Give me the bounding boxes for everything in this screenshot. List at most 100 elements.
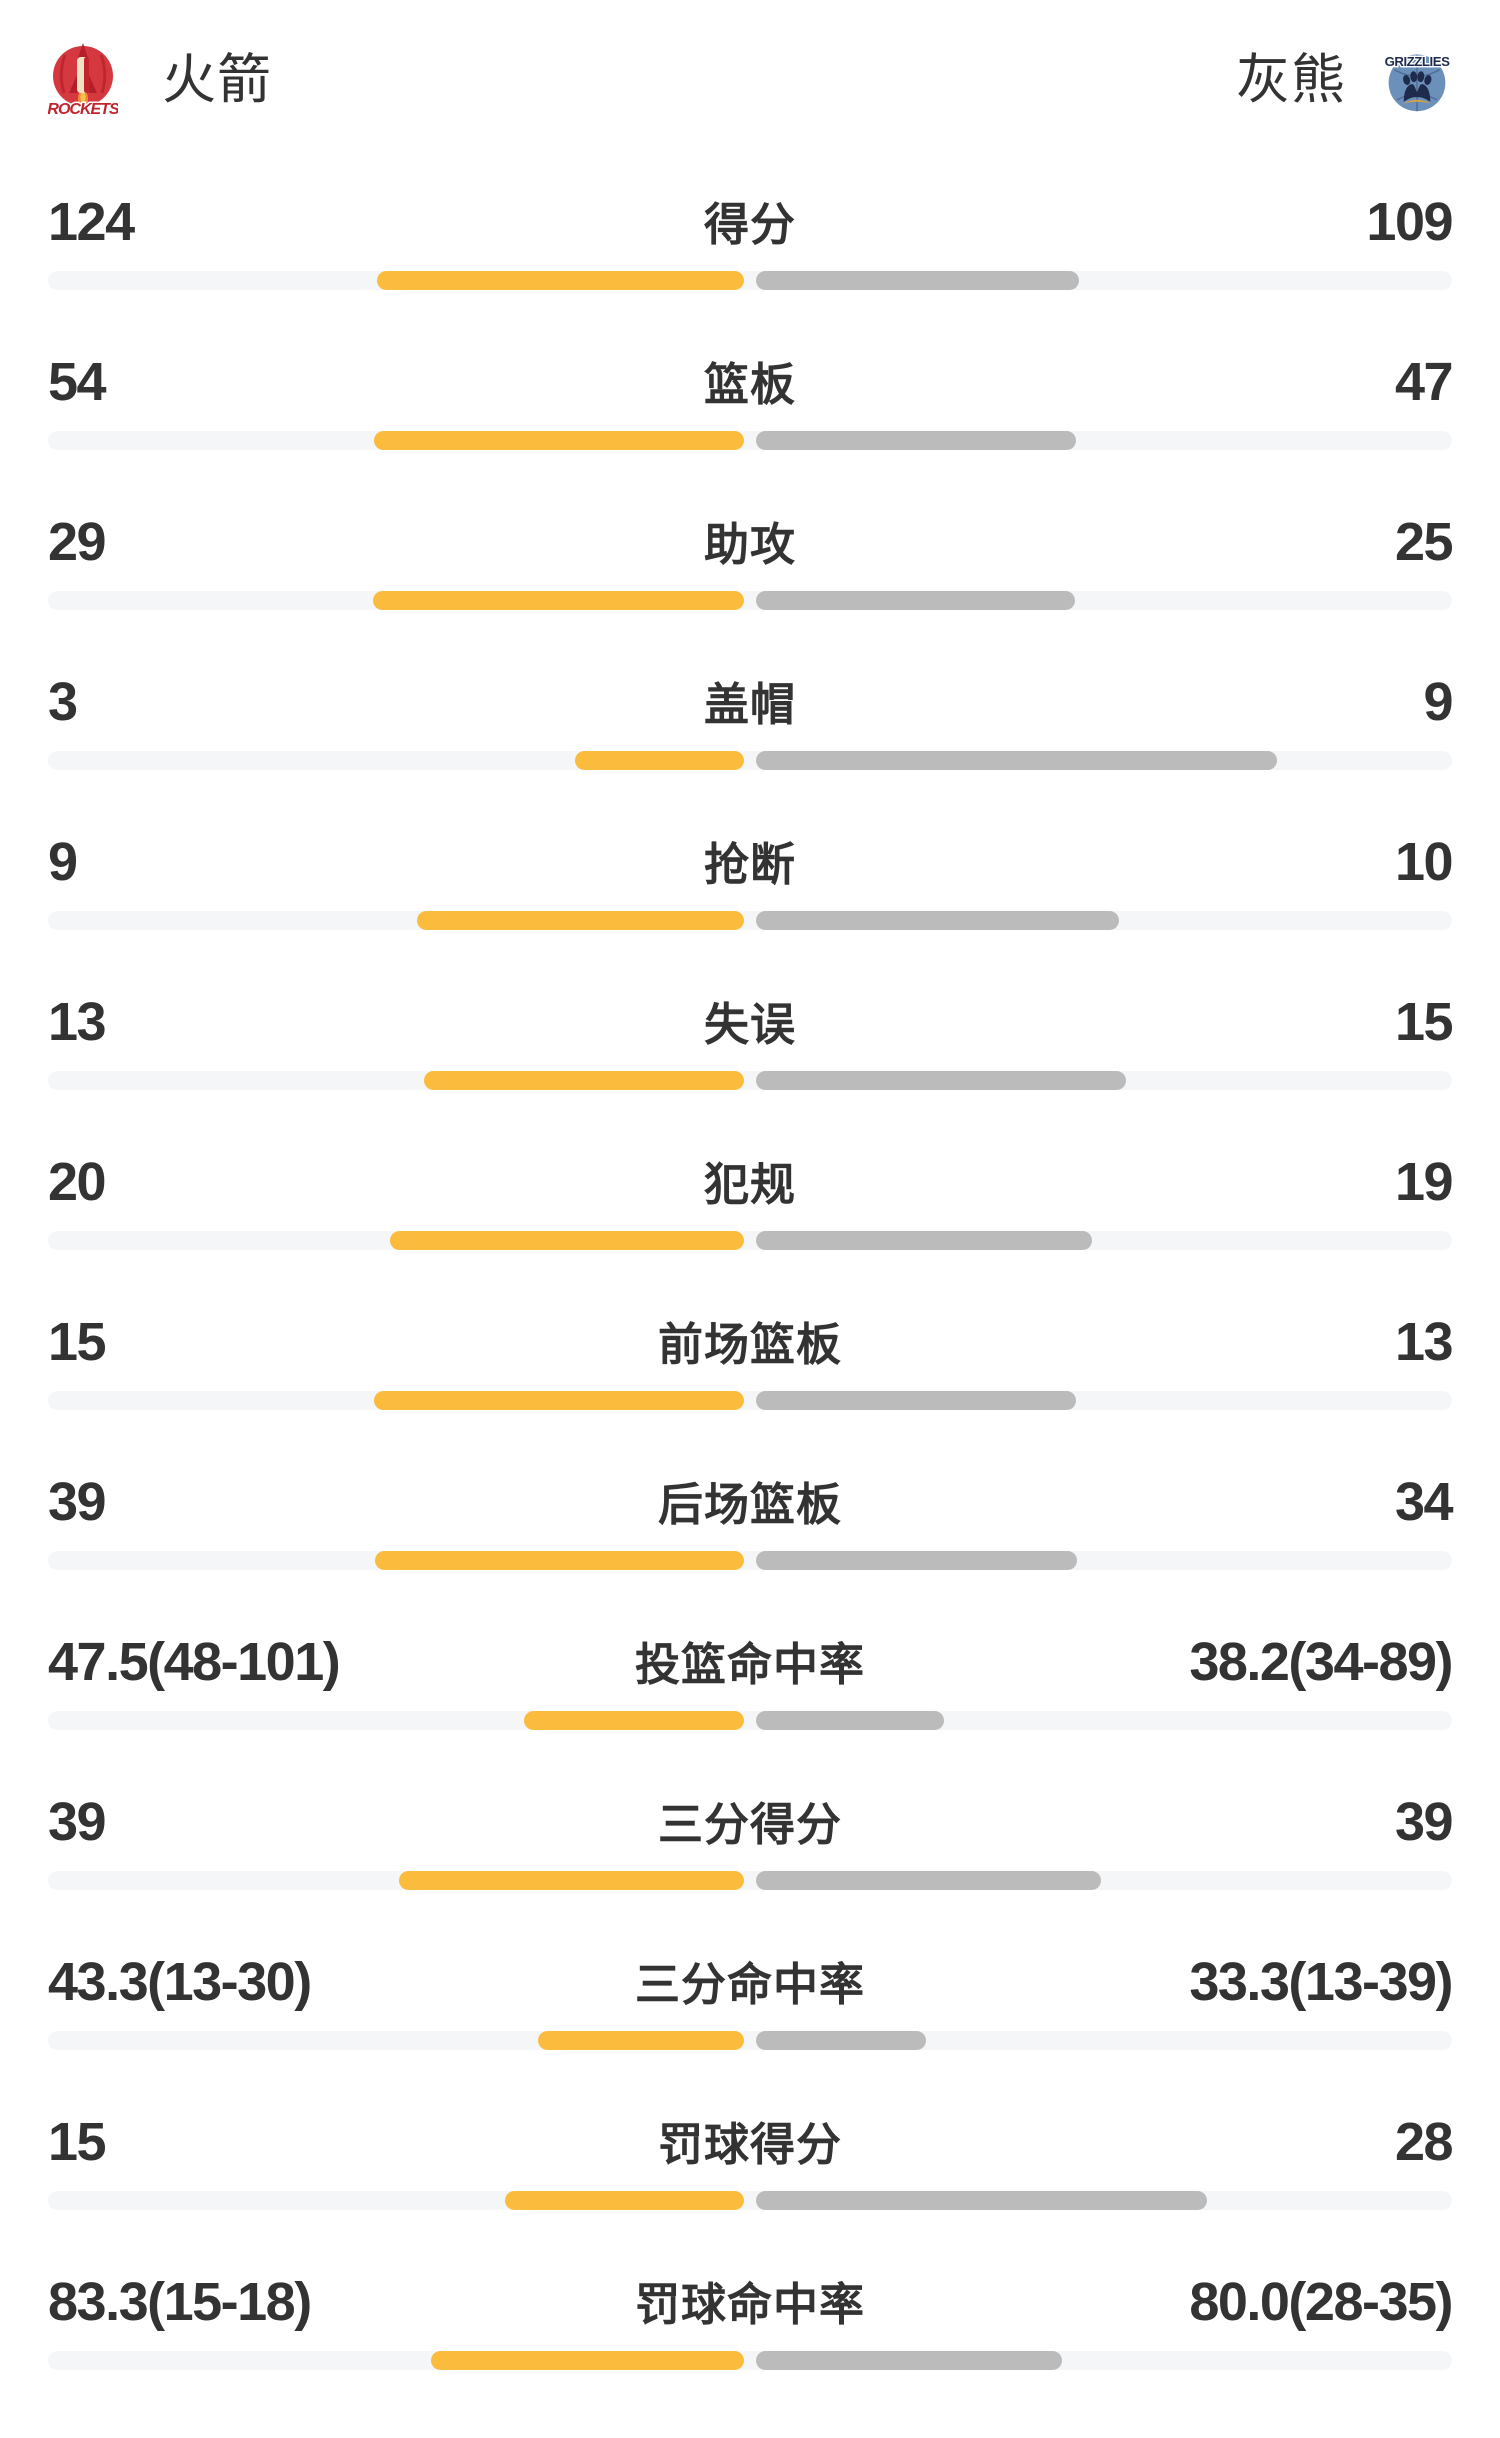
- stat-row: 43.3(13-30) 三分命中率 33.3(13-39): [48, 1890, 1454, 2050]
- home-bar: [523, 1711, 744, 1730]
- away-bar: [756, 2031, 926, 2050]
- stat-values: 43.3(13-30) 三分命中率 33.3(13-39): [48, 1952, 1454, 2015]
- away-bar: [756, 751, 1277, 770]
- home-bar: [389, 1231, 744, 1250]
- stat-label: 助攻: [704, 519, 797, 570]
- away-value: 34: [1394, 1472, 1454, 1532]
- away-value: 19: [1394, 1152, 1454, 1212]
- stat-label: 抢断: [704, 839, 797, 890]
- away-value: 13: [1394, 1312, 1454, 1372]
- home-bar: [430, 2351, 744, 2370]
- stat-values: 3 盖帽 9: [48, 672, 1454, 735]
- home-bar: [373, 591, 744, 610]
- away-bar: [756, 1711, 944, 1730]
- away-value: 33.3(13-39): [1189, 1952, 1453, 2012]
- stat-bar-track: [48, 1871, 1452, 1890]
- home-bar: [375, 1551, 744, 1570]
- stat-bar-track: [48, 1711, 1452, 1730]
- stat-values: 15 罚球得分 28: [48, 2112, 1454, 2175]
- stat-values: 39 三分得分 39: [48, 1792, 1454, 1855]
- stat-bar-track: [48, 591, 1452, 610]
- stat-label: 犯规: [704, 1159, 797, 1210]
- stat-row: 9 抢断 10: [48, 770, 1454, 930]
- home-value: 20: [48, 1152, 107, 1212]
- away-bar: [756, 1071, 1127, 1090]
- away-bar: [756, 1551, 1078, 1570]
- stat-row: 124 得分 109: [48, 130, 1454, 290]
- stat-row: 3 盖帽 9: [48, 610, 1454, 770]
- stat-bar-track: [48, 751, 1452, 770]
- away-value: 39: [1394, 1792, 1454, 1852]
- stat-label: 罚球命中率: [635, 2279, 866, 2330]
- stat-label: 后场篮板: [658, 1479, 843, 1530]
- away-value: 47: [1394, 352, 1454, 412]
- away-bar: [756, 911, 1120, 930]
- stat-values: 47.5(48-101) 投篮命中率 38.2(34-89): [48, 1632, 1454, 1695]
- home-bar: [374, 431, 744, 450]
- stat-bar-track: [48, 1551, 1452, 1570]
- stat-values: 20 犯规 19: [48, 1152, 1454, 1215]
- home-value: 13: [48, 992, 107, 1052]
- stat-values: 54 篮板 47: [48, 352, 1454, 415]
- away-value: 9: [1423, 672, 1453, 732]
- stat-values: 83.3(15-18) 罚球命中率 80.0(28-35): [48, 2272, 1454, 2335]
- home-value: 39: [48, 1792, 107, 1852]
- away-value: 80.0(28-35): [1189, 2272, 1453, 2332]
- home-value: 29: [48, 512, 107, 572]
- stat-values: 39 后场篮板 34: [48, 1472, 1454, 1535]
- away-value: 28: [1394, 2112, 1454, 2172]
- away-bar: [756, 271, 1079, 290]
- stat-bar-track: [48, 2191, 1452, 2210]
- stat-label: 投篮命中率: [635, 1639, 866, 1690]
- stat-bar-track: [48, 911, 1452, 930]
- stat-row: 15 罚球得分 28: [48, 2050, 1454, 2210]
- stat-bar-track: [48, 2031, 1452, 2050]
- stat-values: 9 抢断 10: [48, 832, 1454, 895]
- grizzlies-logo-icon: GRIZZLIES: [1382, 39, 1452, 121]
- rockets-logo-icon: ROCKETS: [48, 39, 118, 121]
- team-away: 灰熊 GRIZZLIES: [1236, 39, 1452, 121]
- home-bar: [399, 1871, 744, 1890]
- home-value: 9: [48, 832, 78, 892]
- home-value: 43.3(13-30): [48, 1952, 312, 2012]
- home-bar: [373, 1391, 744, 1410]
- home-value: 54: [48, 352, 107, 412]
- stat-row: 54 篮板 47: [48, 290, 1454, 450]
- away-value: 10: [1394, 832, 1454, 892]
- home-bar: [376, 271, 744, 290]
- stat-bar-track: [48, 2351, 1452, 2370]
- stat-bar-track: [48, 271, 1452, 290]
- stat-values: 15 前场篮板 13: [48, 1312, 1454, 1375]
- home-bar: [574, 751, 744, 770]
- stat-bar-track: [48, 1231, 1452, 1250]
- home-value: 15: [48, 1312, 107, 1372]
- stat-bar-track: [48, 1391, 1452, 1410]
- away-bar: [756, 1391, 1076, 1410]
- rockets-logo-text: ROCKETS: [48, 101, 118, 118]
- home-bar: [424, 1071, 744, 1090]
- stat-row: 13 失误 15: [48, 930, 1454, 1090]
- home-bar: [538, 2031, 744, 2050]
- stat-values: 29 助攻 25: [48, 512, 1454, 575]
- home-value: 39: [48, 1472, 107, 1532]
- away-value: 109: [1366, 192, 1453, 252]
- away-bar: [756, 2191, 1207, 2210]
- away-value: 25: [1394, 512, 1454, 572]
- away-bar: [756, 591, 1076, 610]
- stat-row: 83.3(15-18) 罚球命中率 80.0(28-35): [48, 2210, 1454, 2370]
- stat-row: 20 犯规 19: [48, 1090, 1454, 1250]
- away-bar: [756, 1871, 1101, 1890]
- home-bar: [417, 911, 744, 930]
- away-bar: [756, 2351, 1062, 2370]
- stat-label: 盖帽: [704, 679, 797, 730]
- home-value: 47.5(48-101): [48, 1632, 341, 1692]
- stat-row: 39 三分得分 39: [48, 1730, 1454, 1890]
- stat-bar-track: [48, 1071, 1452, 1090]
- stat-row: 39 后场篮板 34: [48, 1410, 1454, 1570]
- stat-values: 13 失误 15: [48, 992, 1454, 1055]
- home-value: 124: [48, 192, 135, 252]
- team-home: ROCKETS 火箭: [48, 39, 272, 121]
- stat-row: 29 助攻 25: [48, 450, 1454, 610]
- stat-label: 三分命中率: [635, 1959, 866, 2010]
- away-value: 15: [1394, 992, 1454, 1052]
